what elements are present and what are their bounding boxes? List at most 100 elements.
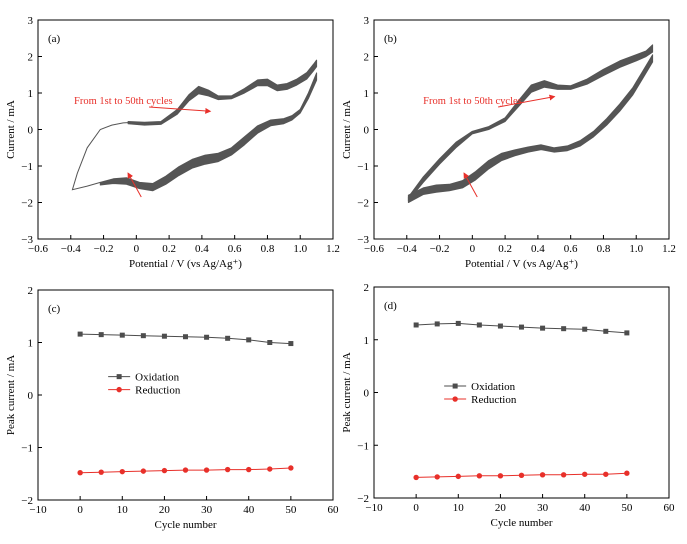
data-point-reduction <box>140 468 147 474</box>
y-tick-label: −1 <box>21 161 33 173</box>
y-tick-label: 2 <box>28 52 34 64</box>
y-tick-label: −1 <box>357 440 369 452</box>
cv-band-cathodic <box>407 54 654 203</box>
x-axis-label: Potential / V (vs Ag/Ag⁺) <box>129 258 242 270</box>
data-point-oxidation <box>288 341 294 347</box>
x-tick-label: 10 <box>117 504 129 516</box>
y-tick-label: 0 <box>364 388 370 400</box>
x-tick-label: 30 <box>537 502 549 514</box>
y-tick-label: −3 <box>21 234 33 246</box>
chart-panel-a: −0.6 −0.4 −0.2 0 0.2 0.4 0.6 0.8 1.0 1.2 −3 −2 −1 0 1 2… <box>5 15 340 270</box>
y-tick-label: −2 <box>357 198 369 210</box>
data-point-reduction <box>161 467 168 474</box>
x-tick-label: 0.2 <box>498 243 512 255</box>
legend-marker-reduction <box>452 396 458 402</box>
data-point-oxidation <box>519 324 524 330</box>
y-tick-label: 1 <box>364 335 370 347</box>
y-tick-label: 2 <box>364 52 370 64</box>
data-point-reduction <box>288 465 294 471</box>
x-tick-label: 50 <box>285 504 297 516</box>
x-tick-label: 0 <box>77 504 83 516</box>
x-tick-label: 0.4 <box>531 243 545 255</box>
x-tick-label: 30 <box>201 504 213 516</box>
data-point-oxidation <box>413 322 419 328</box>
x-tick-label: −0.2 <box>430 243 450 255</box>
plot-frame <box>373 286 670 499</box>
x-tick-label: 1.2 <box>662 243 676 255</box>
chart-panel-b: −0.6 −0.4 −0.2 0 0.2 0.4 0.6 0.8 1.0 1.2 −3 −2 −1 0 1 2… <box>341 15 676 270</box>
legend-marker-oxidation <box>452 383 458 389</box>
x-tick-label: 0.4 <box>195 243 209 255</box>
x-tick-label: 40 <box>579 502 591 514</box>
x-tick-label: 0.2 <box>162 243 176 255</box>
data-point-reduction <box>518 472 525 479</box>
data-point-oxidation <box>455 320 461 326</box>
data-point-oxidation <box>140 333 146 339</box>
x-tick-label: 20 <box>495 502 507 514</box>
y-tick-label: −3 <box>357 234 369 246</box>
annotation-text: From 1st to 50th cycles <box>74 96 173 107</box>
cv-band-cathodic <box>99 72 318 192</box>
data-point-reduction <box>246 466 252 473</box>
data-point-oxidation <box>624 330 630 336</box>
y-tick-label: 1 <box>28 338 34 350</box>
data-point-reduction <box>203 467 210 473</box>
data-point-oxidation <box>603 328 609 334</box>
panel-label: (a) <box>48 33 61 45</box>
legend-marker-oxidation <box>116 374 122 380</box>
x-tick-label: 60 <box>664 502 676 514</box>
data-point-oxidation <box>246 337 252 343</box>
data-point-oxidation <box>183 334 188 340</box>
data-point-reduction <box>224 466 231 473</box>
data-point-reduction <box>98 469 104 475</box>
data-point-oxidation <box>119 332 125 338</box>
legend-label-oxidation: Oxidation <box>135 372 179 384</box>
x-tick-label: 0 <box>470 243 476 255</box>
data-point-reduction <box>539 472 546 478</box>
cv-tail-curve <box>71 122 129 191</box>
data-point-reduction <box>119 468 125 475</box>
data-point-oxidation <box>225 335 231 341</box>
data-point-oxidation <box>540 325 546 331</box>
annotation-arrow-down <box>127 172 142 198</box>
data-point-oxidation <box>98 332 104 338</box>
x-tick-label: 40 <box>243 504 255 516</box>
x-tick-label: 1.2 <box>326 243 340 255</box>
x-tick-label: 50 <box>621 502 633 514</box>
plot-frame <box>373 19 670 240</box>
data-point-reduction <box>603 471 609 477</box>
y-tick-label: 2 <box>28 285 34 297</box>
x-tick-label: 1.0 <box>293 243 307 255</box>
y-axis-label: Peak current / mA <box>5 355 17 435</box>
x-tick-label: −0.4 <box>397 243 417 255</box>
data-point-reduction <box>455 473 461 480</box>
data-point-oxidation <box>561 326 567 332</box>
y-tick-label: −2 <box>357 493 369 505</box>
x-tick-label: −10 <box>29 504 47 516</box>
x-axis-label: Cycle number <box>154 519 216 531</box>
y-tick-label: 3 <box>28 15 34 27</box>
panel-label: (b) <box>384 33 397 45</box>
legend-marker-reduction <box>116 386 122 393</box>
data-point-oxidation <box>434 321 440 327</box>
data-point-reduction <box>182 467 189 473</box>
x-tick-label: 60 <box>328 504 340 516</box>
y-tick-label: 1 <box>364 88 370 100</box>
data-point-oxidation <box>204 334 210 340</box>
y-tick-label: −1 <box>357 161 369 173</box>
data-point-reduction <box>267 466 273 472</box>
panel-label: (d) <box>384 300 397 312</box>
x-tick-label: −10 <box>365 502 383 514</box>
x-tick-label: 0.8 <box>261 243 275 255</box>
data-point-reduction <box>497 473 504 479</box>
data-point-reduction <box>582 471 588 477</box>
x-tick-label: −0.2 <box>94 243 114 255</box>
x-tick-label: −0.6 <box>28 243 48 255</box>
plot-frame <box>37 19 334 240</box>
data-point-reduction <box>413 474 419 481</box>
y-tick-label: −2 <box>21 198 33 210</box>
data-point-reduction <box>624 470 630 476</box>
y-tick-label: 3 <box>364 15 370 27</box>
